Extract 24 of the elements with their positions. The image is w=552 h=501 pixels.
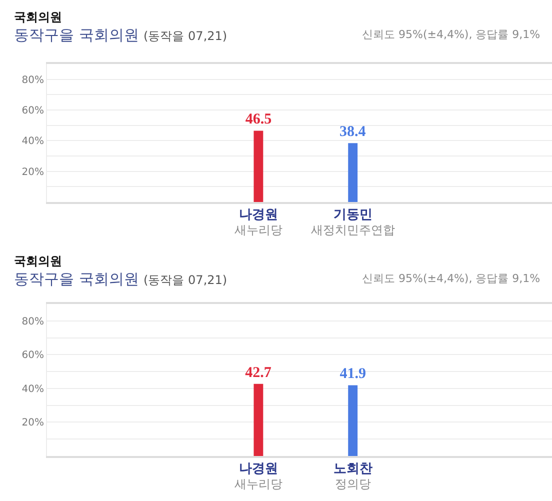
data-label: 46.5 (245, 112, 272, 128)
text: (동작을 07,21) (144, 29, 228, 43)
y-tick-label: 20% (22, 418, 44, 429)
chart-subtitle: 동작구을 국회의원 (14, 270, 139, 288)
chart-subtitle: 동작구을 국회의원 (14, 26, 139, 44)
y-tick-label: 60% (22, 350, 44, 362)
data-label: 42.7 (245, 364, 272, 381)
y-tick-label: 20% (22, 166, 44, 178)
x-tick-label: 노회찬 정의당 (333, 461, 372, 491)
chart-title: 국회의원 (14, 254, 62, 268)
y-tick-label: 40% (22, 136, 44, 148)
data-label: 38.4 (339, 124, 366, 140)
text: (동작을 07,21) (144, 273, 228, 287)
x-tick-label: 나경원 새누리당 (234, 207, 282, 237)
text: 신뢰도 95%(±4,4%), 응답률 9,1% (362, 272, 540, 285)
x-tick-label: 기동민 새정치민주연합 (310, 207, 395, 237)
y-tick-label: 80% (22, 74, 44, 86)
y-tick-label: 40% (22, 384, 44, 395)
text: 신뢰도 95%(±4,4%), 응답률 9,1% (362, 28, 540, 41)
x-tick-label: 나경원 새누리당 (234, 461, 282, 491)
data-label: 41.9 (340, 366, 366, 382)
chart-title: 국회의원 (14, 10, 62, 24)
y-tick-label: 80% (22, 316, 44, 328)
y-tick-label: 60% (22, 106, 44, 116)
